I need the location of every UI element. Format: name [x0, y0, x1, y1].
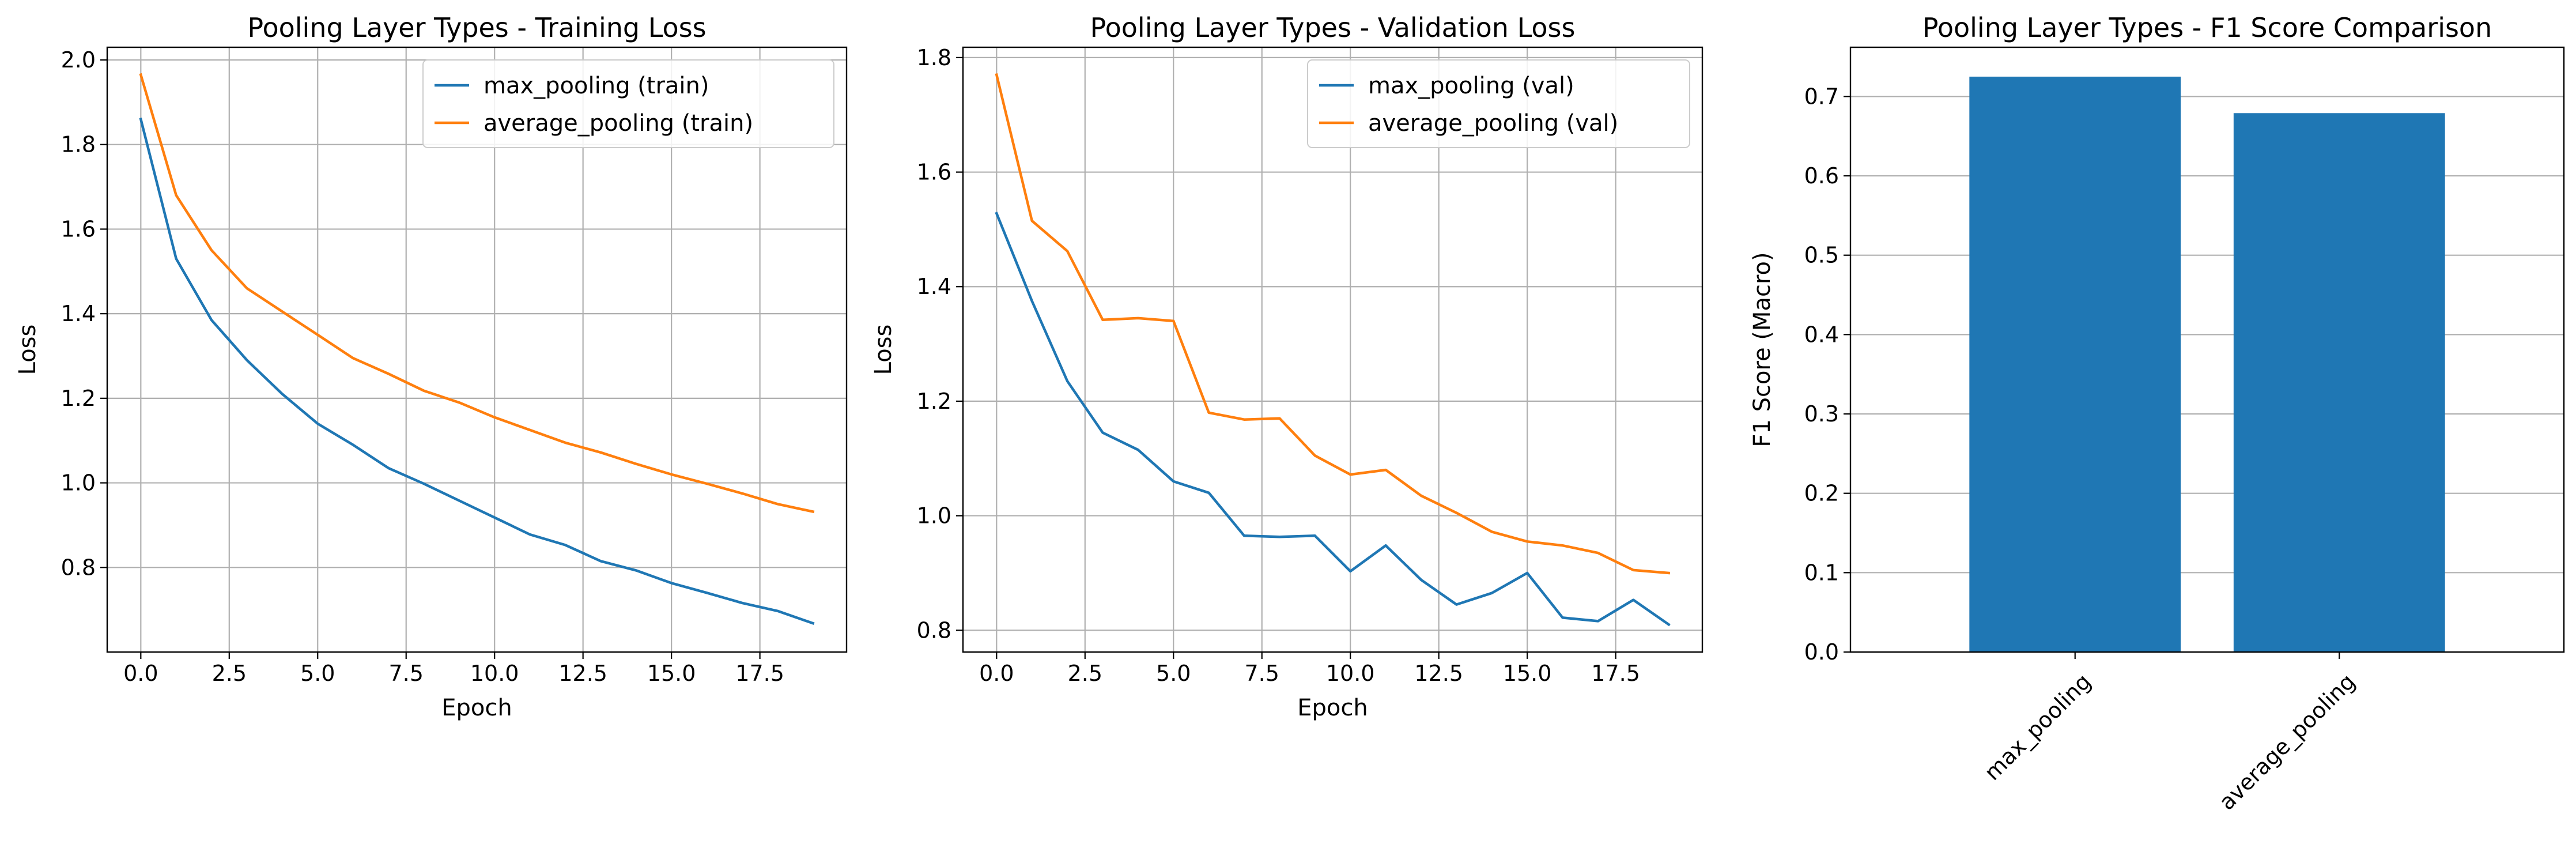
chart-2: 0.0 2.5 5.0 7.5 10.0 12.5 15.0 17.5 0.8 1.0 1.2 1.4…	[870, 12, 1704, 721]
x-tick-label: 2.5	[1068, 661, 1102, 686]
y-axis-label: Loss	[870, 325, 897, 375]
y-tick-label: 0.7	[1804, 84, 1839, 109]
y-tick-label: 1.8	[917, 45, 951, 70]
chart-title: Pooling Layer Types - F1 Score Compariso…	[1922, 12, 2492, 43]
axes-frame	[106, 46, 848, 653]
x-tick-label: 7.5	[389, 661, 424, 686]
x-axis-label: Epoch	[441, 695, 512, 721]
y-tick-label: 1.8	[61, 132, 96, 157]
x-tick-label: 15.0	[1503, 661, 1552, 686]
y-tick-label: 1.0	[917, 503, 951, 529]
x-tick-label: 10.0	[470, 661, 519, 686]
series-line-1	[995, 212, 1671, 627]
x-tick-label: 5.0	[1156, 661, 1191, 686]
axes-frame	[1849, 46, 2565, 653]
series-line-1	[139, 117, 815, 625]
y-tick-label: 0.8	[61, 555, 96, 580]
x-tick-label: 5.0	[300, 661, 335, 686]
y-tick-label: 1.2	[917, 389, 951, 414]
x-tick-label: 7.5	[1245, 661, 1279, 686]
legend: max_pooling (train) average_pooling (trai…	[422, 59, 834, 148]
chart-title: Pooling Layer Types - Validation Loss	[1090, 12, 1576, 43]
bar-average_pooling	[2233, 113, 2445, 652]
x-tick-label: 0.0	[979, 661, 1014, 686]
y-tick-label: 1.4	[917, 274, 951, 299]
bar-max_pooling	[1969, 76, 2181, 653]
legend-label: max_pooling (val)	[1368, 73, 1574, 99]
y-axis-label: Loss	[14, 325, 41, 375]
y-tick-label: 1.2	[61, 386, 96, 411]
y-tick-label: 0.8	[917, 617, 951, 643]
y-tick-label: 0.6	[1804, 163, 1839, 189]
chart-1: 0.0 2.5 5.0 7.5 10.0 12.5 15.0 17.5 0.8 1.0 1.2 1.4…	[14, 12, 848, 721]
legend-box	[422, 59, 834, 148]
legend: max_pooling (val) average_pooling (val)	[1307, 59, 1690, 148]
y-tick-label: 1.4	[61, 301, 96, 326]
series-line-2	[139, 73, 815, 514]
y-tick-label: 1.0	[61, 470, 96, 496]
axes-frame	[962, 46, 1704, 653]
y-tick-label: 0.2	[1804, 481, 1839, 506]
y-tick-label: 1.6	[917, 160, 951, 185]
x-tick-label: 2.5	[212, 661, 247, 686]
y-tick-label: 0.4	[1804, 322, 1839, 347]
y-tick-label: 2.0	[61, 47, 96, 73]
y-tick-label: 0.0	[1804, 639, 1839, 665]
legend-label: average_pooling (train)	[484, 110, 753, 137]
x-tick-label: 0.0	[123, 661, 158, 686]
y-axis-label: F1 Score (Macro)	[1749, 252, 1776, 447]
legend-label: max_pooling (train)	[484, 73, 709, 99]
x-tick-label: 15.0	[647, 661, 696, 686]
x-tick-label: 17.5	[1591, 661, 1640, 686]
x-tick-label: 10.0	[1326, 661, 1375, 686]
x-axis-label: Epoch	[1297, 695, 1368, 721]
chart-title: Pooling Layer Types - Training Loss	[247, 12, 706, 43]
x-tick-label: 12.5	[1414, 661, 1463, 686]
y-tick-label: 1.6	[61, 216, 96, 242]
legend-label: average_pooling (val)	[1368, 110, 1618, 137]
y-tick-label: 0.5	[1804, 243, 1839, 268]
y-tick-label: 0.1	[1804, 560, 1839, 585]
legend-box	[1307, 59, 1690, 148]
x-tick-label: 17.5	[735, 661, 784, 686]
series-line-2	[995, 73, 1671, 575]
x-tick-label: 12.5	[558, 661, 607, 686]
y-tick-label: 0.3	[1804, 401, 1839, 427]
